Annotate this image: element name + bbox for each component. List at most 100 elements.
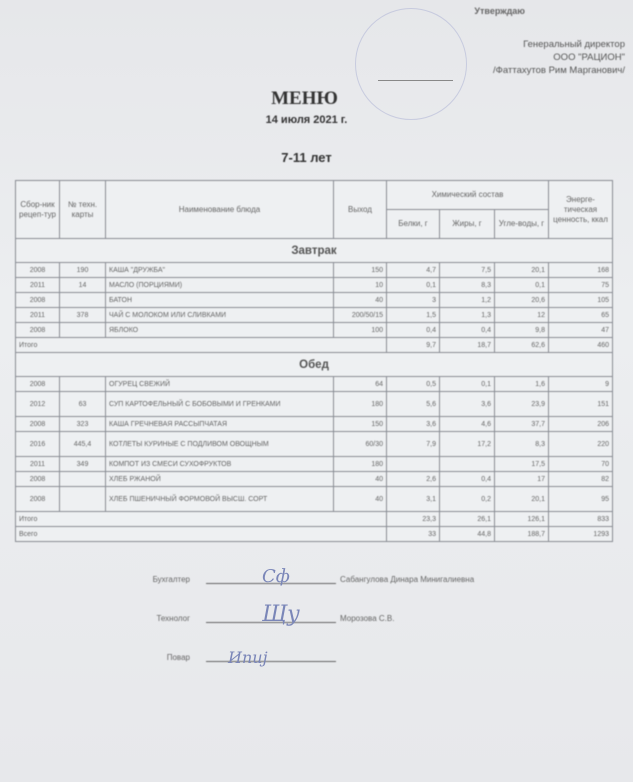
cell: 2008: [15, 322, 60, 338]
total-row: Итого 23,3 26,1 126,1 833: [15, 511, 613, 527]
cell: КАША ГРЕЧНЕВАЯ РАССЫПЧАТАЯ: [105, 416, 334, 432]
table-row: 2011 349 КОМПОТ ИЗ СМЕСИ СУХОФРУКТОВ 180 17,…: [15, 456, 613, 472]
header-collection: Сбор-ник рецеп-тур: [15, 180, 60, 239]
cell: 0,4: [439, 322, 495, 338]
total-label: Итого: [15, 337, 387, 353]
header-dish: Наименование блюда: [105, 180, 334, 239]
cell: 7,9: [386, 431, 440, 457]
signature-line: [206, 661, 336, 662]
cell: 150: [333, 416, 387, 432]
signature-line: [206, 583, 336, 584]
accountant-signature: Сф: [262, 566, 290, 587]
header-fat: Жиры, г: [439, 209, 495, 239]
cell: 3,6: [439, 391, 495, 417]
cell: ЯБЛОКО: [105, 322, 334, 338]
cell: 14: [59, 277, 106, 293]
cell: 0,5: [386, 376, 440, 392]
total-value: 9,7: [386, 337, 440, 353]
cell: 220: [548, 431, 613, 457]
cell: 2008: [15, 376, 60, 392]
signature-role: Бухгалтер: [152, 575, 190, 584]
cell: 1,2: [439, 292, 495, 308]
cell: 190: [59, 262, 106, 278]
table-row: 2011 378 ЧАЙ С МОЛОКОМ ИЛИ СЛИВКАМИ 200/50/…: [15, 307, 613, 323]
cell: 3,1: [386, 486, 440, 512]
table-row: 2008 323 КАША ГРЕЧНЕВАЯ РАССЫПЧАТАЯ 150 3,6 4…: [15, 416, 613, 432]
table-row: 2008 190 КАША "ДРУЖБА" 150 4,7 7,5 20,1 168: [15, 262, 613, 278]
page-title: МЕНЮ: [271, 88, 338, 109]
section-breakfast: Завтрак: [15, 238, 613, 263]
total-value: 833: [548, 511, 613, 527]
total-value: 126,1: [494, 511, 549, 527]
approval-label: Утверждаю: [474, 6, 525, 16]
director-name: /Фаттахутов Рим Марганович/: [493, 65, 625, 76]
header-chem: Химический состав: [386, 180, 549, 210]
table-row: 2016 445,4 КОТЛЕТЫ КУРИНЫЕ С ПОДЛИВОМ ОВОЩ…: [15, 431, 613, 457]
cook-signature: Ипиј: [228, 648, 268, 667]
cell: КОТЛЕТЫ КУРИНЫЕ С ПОДЛИВОМ ОВОЩНЫМ: [105, 431, 334, 457]
table-row: 2008 ЯБЛОКО 100 0,4 0,4 9,8 47: [15, 322, 613, 338]
cell: 12: [494, 307, 549, 323]
cell: 0,4: [439, 471, 495, 487]
cell: 151: [548, 391, 613, 417]
total-value: 460: [548, 337, 613, 353]
cell: 75: [548, 277, 613, 293]
grand-total-value: 188,7: [494, 526, 549, 542]
cell: 323: [59, 416, 106, 432]
company-name: ООО "РАЦИОН": [553, 52, 625, 63]
cell: 40: [333, 292, 387, 308]
cell: 150: [333, 262, 387, 278]
cell: 2008: [15, 486, 60, 512]
cell: 2011: [15, 307, 60, 323]
cell: 20,1: [494, 262, 549, 278]
cell: 3: [386, 292, 440, 308]
cell: 0,1: [494, 277, 549, 293]
cell: 20,1: [494, 486, 549, 512]
cell: 5,6: [386, 391, 440, 417]
cell: 4,7: [386, 262, 440, 278]
cell: СУП КАРТОФЕЛЬНЫЙ С БОБОВЫМИ И ГРЕНКАМИ: [105, 391, 334, 417]
header-protein: Белки, г: [386, 209, 440, 239]
cell: 2011: [15, 277, 60, 293]
table-row: 2008 БАТОН 40 3 1,2 20,6 105: [15, 292, 613, 308]
cell: 4,6: [439, 416, 495, 432]
table-row: 2008 ОГУРЕЦ СВЕЖИЙ 64 0,5 0,1 1,6 9: [15, 376, 613, 392]
cell: ЧАЙ С МОЛОКОМ ИЛИ СЛИВКАМИ: [105, 307, 334, 323]
cell: 168: [548, 262, 613, 278]
cell: 8,3: [494, 431, 549, 457]
cell: 10: [333, 277, 387, 293]
cell: ХЛЕБ РЖАНОЙ: [105, 471, 334, 487]
cell: 7,5: [439, 262, 495, 278]
cell: 2008: [15, 416, 60, 432]
cell: [59, 292, 106, 308]
cell: 40: [333, 471, 387, 487]
cell: 0,2: [439, 486, 495, 512]
director-position: Генеральный директор: [523, 39, 625, 50]
cell: 1,5: [386, 307, 440, 323]
cell: 105: [548, 292, 613, 308]
cell: ОГУРЕЦ СВЕЖИЙ: [105, 376, 334, 392]
cell: 17,5: [494, 456, 549, 472]
total-row: Итого 9,7 18,7 62,6 460: [15, 337, 613, 353]
section-lunch: Обед: [15, 352, 613, 377]
total-label: Итого: [15, 511, 387, 527]
cell: 2,6: [386, 471, 440, 487]
cell: ХЛЕБ ПШЕНИЧНЫЙ ФОРМОВОЙ ВЫСШ. СОРТ: [105, 486, 334, 512]
cell: 17: [494, 471, 549, 487]
cell: [59, 486, 106, 512]
signature-role: Повар: [166, 653, 190, 662]
cell: 2008: [15, 262, 60, 278]
grand-total-value: 44,8: [439, 526, 495, 542]
cell: КАША "ДРУЖБА": [105, 262, 334, 278]
cell: 95: [548, 486, 613, 512]
total-value: 18,7: [439, 337, 495, 353]
cell: 2011: [15, 456, 60, 472]
grand-total-row: Всего 33 44,8 188,7 1293: [15, 526, 613, 542]
signature-line: [206, 622, 336, 623]
section-title: Обед: [15, 352, 613, 377]
cell: 0,1: [439, 376, 495, 392]
cell: 70: [548, 456, 613, 472]
cell: КОМПОТ ИЗ СМЕСИ СУХОФРУКТОВ: [105, 456, 334, 472]
cell: [59, 471, 106, 487]
cell: 1,6: [494, 376, 549, 392]
